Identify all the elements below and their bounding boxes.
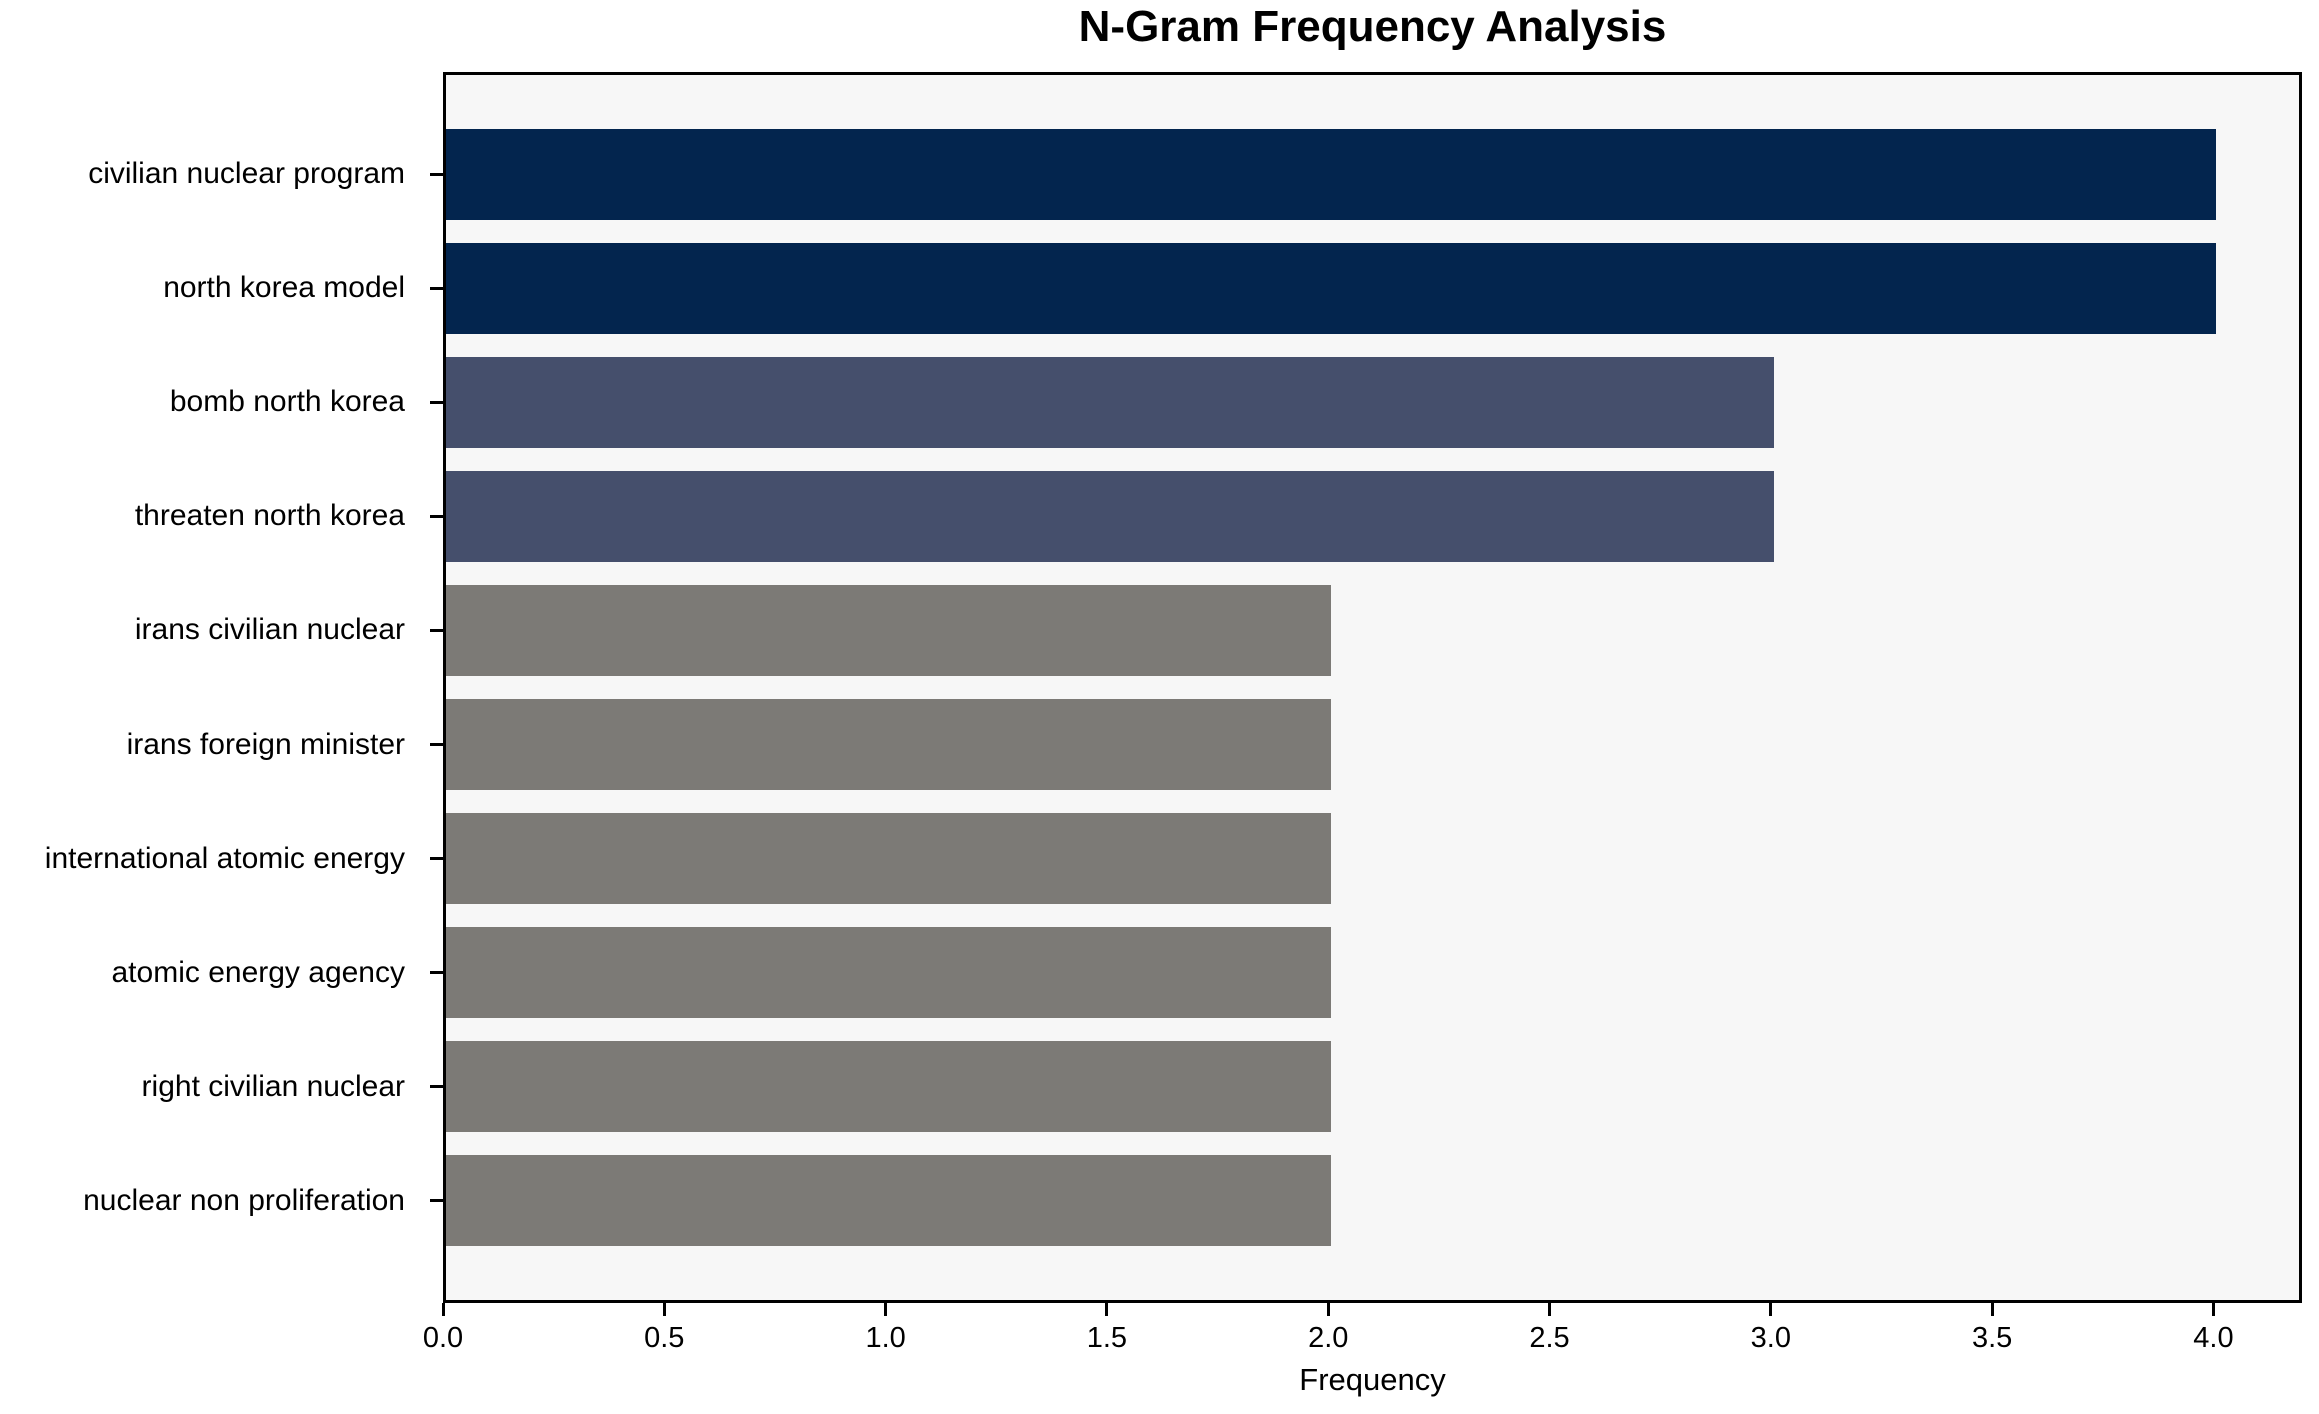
y-tick-mark: [430, 857, 443, 861]
y-tick-mark: [430, 628, 443, 632]
y-tick-label: irans foreign minister: [126, 727, 405, 761]
y-tick-mark: [430, 971, 443, 975]
x-tick-label: 3.5: [1971, 1322, 2013, 1354]
x-tick-mark: [1326, 1303, 1330, 1316]
x-tick-mark: [662, 1303, 666, 1316]
y-tick-label: atomic energy agency: [111, 955, 406, 989]
y-tick-label: north korea model: [163, 271, 405, 305]
plot-area: [443, 72, 2302, 1303]
x-tick-label: 3.0: [1750, 1322, 1791, 1354]
bar: [446, 242, 2217, 334]
y-tick-label: international atomic energy: [44, 841, 405, 875]
bar: [446, 1155, 1332, 1247]
y-tick-label: irans civilian nuclear: [134, 613, 405, 647]
x-axis-label: Frequency: [1299, 1362, 1446, 1397]
y-tick-mark: [430, 400, 443, 404]
x-tick-label: 0.5: [644, 1322, 685, 1354]
bar: [446, 1041, 1332, 1133]
bar: [446, 128, 2217, 220]
bar: [446, 927, 1332, 1019]
x-tick-mark: [1990, 1303, 1994, 1316]
y-tick-label: right civilian nuclear: [141, 1069, 405, 1103]
y-tick-mark: [430, 172, 443, 176]
x-tick-mark: [884, 1303, 888, 1316]
x-tick-label: 2.0: [1308, 1322, 1349, 1354]
chart-title: N-Gram Frequency Analysis: [1078, 2, 1667, 51]
x-tick-label: 4.0: [2193, 1322, 2234, 1354]
y-tick-mark: [430, 514, 443, 518]
x-tick-label: 2.5: [1529, 1322, 1570, 1354]
x-tick-mark: [1769, 1303, 1773, 1316]
x-tick-label: 0.0: [422, 1322, 464, 1354]
bar: [446, 470, 1774, 562]
bar: [446, 356, 1774, 448]
x-tick-mark: [441, 1303, 445, 1316]
y-tick-label: bomb north korea: [169, 385, 405, 419]
bar: [446, 584, 1332, 676]
bar: [446, 813, 1332, 905]
y-tick-mark: [430, 1085, 443, 1089]
y-tick-label: civilian nuclear program: [88, 157, 405, 191]
x-tick-mark: [1105, 1303, 1109, 1316]
x-tick-label: 1.5: [1086, 1322, 1128, 1354]
y-tick-label: threaten north korea: [134, 499, 405, 533]
y-tick-label: nuclear non proliferation: [83, 1183, 405, 1217]
y-tick-mark: [430, 1199, 443, 1203]
x-tick-mark: [2211, 1303, 2215, 1316]
x-tick-mark: [1548, 1303, 1552, 1316]
y-tick-mark: [430, 286, 443, 290]
x-tick-label: 1.0: [865, 1322, 906, 1354]
bar: [446, 699, 1332, 791]
y-tick-mark: [430, 743, 443, 747]
